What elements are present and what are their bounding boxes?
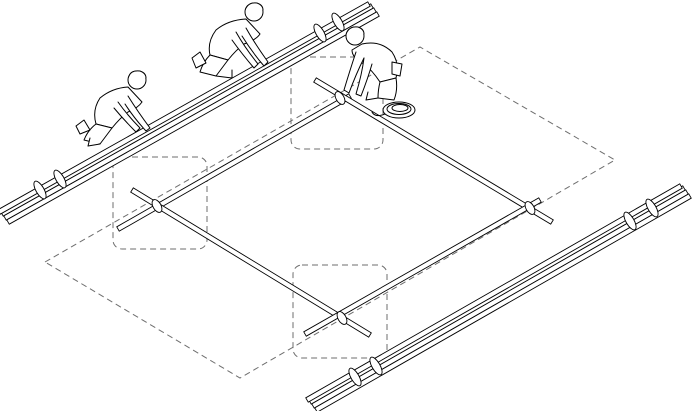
- frame-pole-bottom-left: [130, 187, 372, 338]
- worker-right: [343, 26, 403, 101]
- worker-left: [75, 70, 151, 147]
- bundle-clamp-back-2: [313, 23, 327, 43]
- rope-coil: [371, 101, 416, 119]
- joint-left: [151, 199, 163, 213]
- pole-right-2: [314, 193, 692, 411]
- bundle-clamp-back-1: [53, 169, 67, 189]
- pole-bundle-right: [305, 183, 692, 411]
- pole-right-3: [305, 183, 683, 403]
- joint-right: [524, 201, 536, 215]
- bundle-clamp-right-2: [623, 211, 637, 231]
- bundle-clamp-right-3: [645, 198, 659, 218]
- corner-highlight-left: [112, 156, 208, 250]
- pole-back-2: [6, 11, 380, 225]
- bundle-clamp-right-0: [348, 367, 362, 387]
- worker-middle: [191, 2, 269, 79]
- corner-highlight-top: [290, 56, 384, 150]
- pole-back-3: [0, 1, 371, 215]
- frame-pole-top-right: [313, 77, 554, 225]
- frame-pole-bottom-right: [303, 197, 542, 337]
- bundle-clamp-back-0: [33, 180, 47, 200]
- joint-top: [334, 91, 346, 105]
- frame-pole-top-left: [116, 93, 352, 232]
- joint-bottom: [336, 311, 348, 325]
- bundle-clamp-right-1: [369, 356, 383, 376]
- bundle-clamp-back-3: [331, 12, 345, 32]
- pole-bundle-back: [0, 1, 380, 225]
